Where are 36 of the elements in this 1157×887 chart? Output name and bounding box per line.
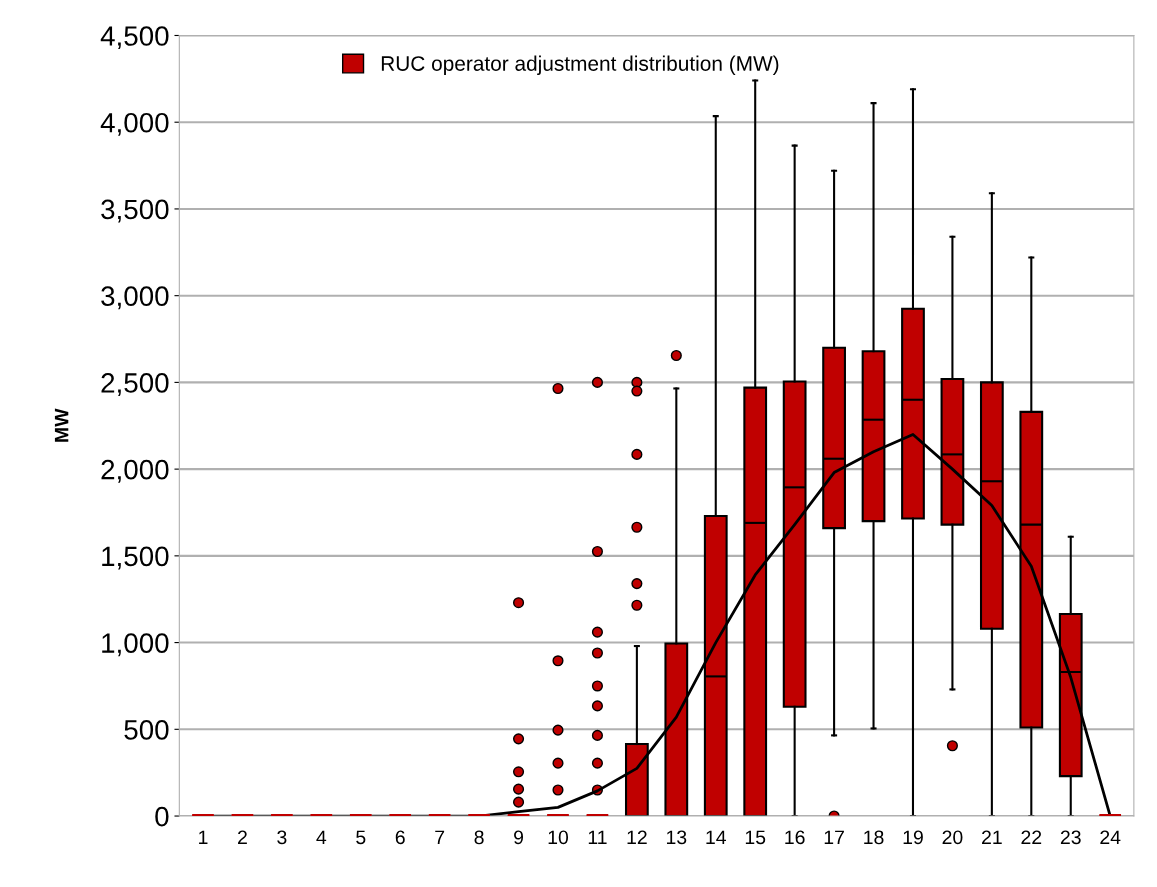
x-tick-label: 12 [627, 830, 647, 845]
legend-label: RUC operator adjustment distribution (MW) [381, 55, 779, 76]
x-tick-label: 24 [1100, 830, 1121, 845]
y-tick-label: 3,000 [101, 286, 169, 310]
x-tick-label: 4 [316, 830, 327, 845]
x-tick-label: 21 [982, 830, 1002, 845]
x-tick-label: 6 [395, 830, 405, 845]
x-tick-label: 17 [824, 830, 844, 845]
x-tick-label: 3 [277, 830, 287, 845]
y-tick-label: 0 [155, 806, 169, 827]
x-tick-label: 23 [1060, 830, 1081, 845]
x-tick-label: 22 [1021, 830, 1042, 845]
x-tick-label: 9 [514, 830, 524, 845]
x-tick-label: 14 [706, 830, 727, 845]
x-tick-label: 20 [942, 830, 963, 845]
x-tick-label: 2 [238, 830, 247, 845]
x-tick-label: 18 [864, 830, 884, 845]
y-tick-label: 4,500 [100, 26, 169, 50]
x-tick-label: 11 [588, 830, 607, 845]
x-tick-label: 13 [666, 830, 687, 845]
y-tick-label: 2,500 [101, 373, 169, 397]
y-tick-label: 1,500 [102, 546, 169, 570]
x-tick-label: 10 [548, 830, 569, 845]
x-tick-label: 5 [356, 830, 366, 845]
y-tick-label: 500 [124, 719, 169, 740]
x-tick-label: 1 [199, 830, 208, 845]
x-tick-label: 19 [903, 830, 923, 845]
x-tick-label: 7 [435, 830, 445, 845]
y-tick-label: 4,000 [100, 112, 169, 136]
y-tick-label: 2,000 [101, 459, 169, 483]
y-axis-title: MW [54, 408, 69, 442]
y-tick-label: 1,000 [102, 633, 169, 657]
x-tick-label: 15 [745, 830, 766, 845]
y-tick-label: 3,500 [101, 199, 169, 223]
x-tick-label: 16 [785, 830, 805, 845]
x-tick-label: 8 [474, 830, 484, 845]
